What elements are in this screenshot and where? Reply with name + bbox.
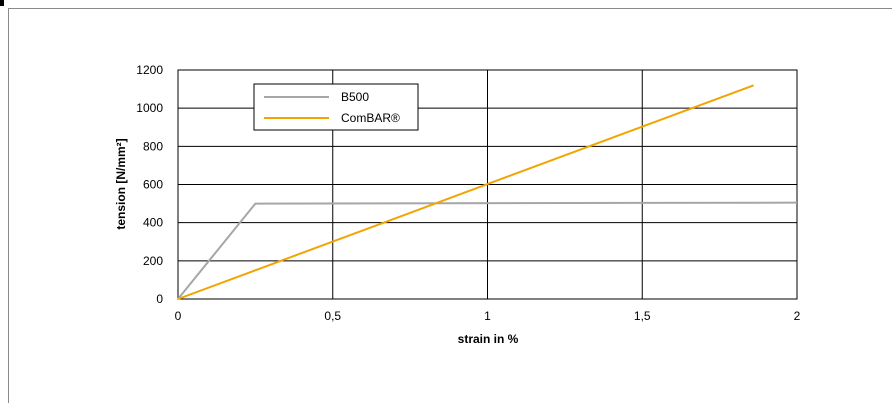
figure-frame — [8, 8, 892, 403]
legend-box — [253, 83, 419, 131]
x-tick-label: 2 — [794, 309, 801, 323]
y-tick-label: 200 — [143, 254, 163, 268]
legend-label: B500 — [341, 90, 369, 104]
corner-mark — [0, 0, 4, 6]
x-tick-label: 0 — [175, 309, 182, 323]
y-tick-label: 400 — [143, 216, 163, 230]
legend-label: ComBAR® — [341, 111, 400, 125]
x-tick-label: 0,5 — [324, 309, 341, 323]
y-axis-title: tension [N/mm²] — [114, 138, 128, 229]
legend: B500 ComBAR® — [253, 83, 419, 131]
x-axis-title: strain in % — [458, 332, 519, 346]
series-line-b500 — [177, 201, 798, 300]
y-tick-label: 600 — [143, 178, 163, 192]
plot-area — [177, 69, 798, 300]
x-tick-label: 1 — [484, 309, 491, 323]
x-axis-ticks: 0 0,5 1 1,5 2 — [175, 309, 801, 323]
y-axis-ticks: 0 200 400 600 800 1000 1200 — [136, 63, 163, 306]
series-layer — [177, 84, 798, 300]
y-tick-label: 1000 — [136, 101, 163, 115]
y-tick-label: 0 — [156, 292, 163, 306]
y-tick-label: 1200 — [136, 63, 163, 77]
x-tick-label: 1,5 — [634, 309, 651, 323]
series-line-combar — [177, 84, 755, 300]
y-tick-label: 800 — [143, 139, 163, 153]
